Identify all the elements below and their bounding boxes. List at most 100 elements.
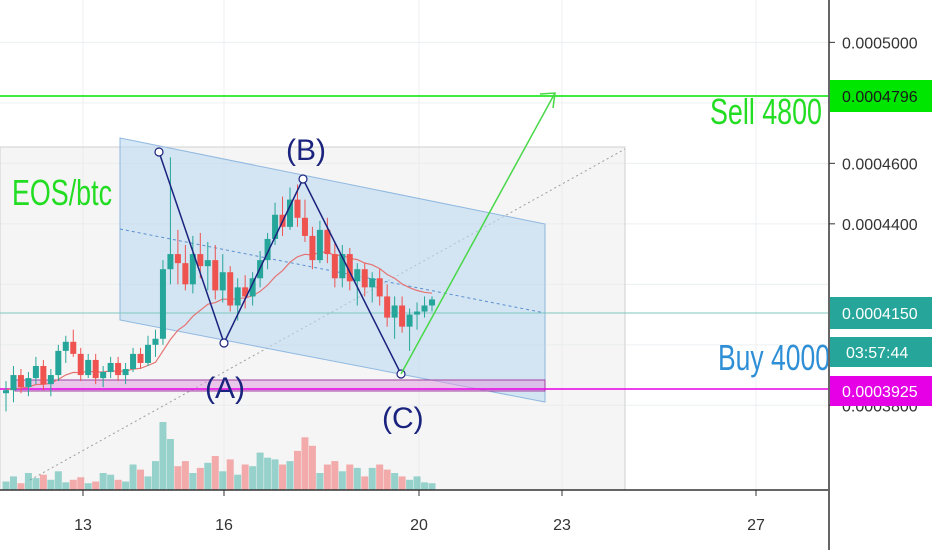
candle	[25, 372, 32, 397]
price-tick-label: 0.0004600	[842, 156, 918, 173]
candle	[249, 272, 256, 306]
volume-bar	[189, 473, 197, 490]
candle	[32, 356, 39, 385]
candle	[55, 344, 62, 382]
price-tick-label: 0.0005000	[842, 35, 918, 52]
current-price-tag-bg	[830, 297, 932, 329]
volume-bar	[144, 476, 152, 490]
candle-body	[249, 278, 256, 297]
candle	[174, 229, 181, 285]
volume-bar	[413, 476, 421, 490]
time-tick-label: 23	[553, 517, 571, 534]
candle	[346, 248, 353, 291]
candle	[369, 272, 376, 303]
current-price-tag: 0.0004150	[830, 297, 932, 329]
candle-body	[92, 359, 99, 379]
volume-bar	[383, 469, 391, 490]
candle-body	[324, 229, 331, 255]
volume-bar	[211, 456, 219, 490]
projection-arrow-head	[539, 92, 556, 109]
candle	[204, 241, 211, 291]
candle-body	[204, 260, 211, 267]
volume-bar	[219, 471, 227, 490]
candle-body	[137, 353, 144, 363]
candle	[182, 245, 189, 291]
candle-body	[339, 254, 346, 279]
candle-body	[159, 269, 166, 339]
volume-bar	[114, 479, 122, 490]
volume-bar	[32, 478, 40, 490]
volume-bar	[249, 466, 257, 490]
time-axis-bg	[0, 490, 828, 550]
wave-point	[154, 147, 164, 157]
candle-body	[287, 199, 293, 227]
candle-body	[227, 272, 234, 306]
volume-bar	[159, 422, 167, 490]
wave-label-c: (C)	[382, 402, 424, 435]
candle-body	[107, 362, 114, 373]
volume-bar	[391, 473, 399, 490]
volume-bar	[54, 471, 62, 490]
sell-price-tag-text: 0.0004796	[842, 89, 918, 106]
candle	[242, 275, 249, 309]
candle	[159, 260, 166, 345]
volume-bar	[256, 452, 264, 490]
candle	[376, 269, 383, 306]
volume-bar	[234, 474, 242, 490]
candle	[429, 296, 435, 312]
candle-body	[152, 338, 159, 345]
candle	[421, 296, 428, 318]
volume-bar	[62, 482, 70, 490]
candle	[100, 365, 107, 388]
volume-bar	[279, 464, 287, 490]
candle	[309, 226, 316, 270]
candle-body	[40, 365, 47, 385]
volume-bars	[2, 422, 436, 490]
price-tick-label: 0.0004400	[842, 217, 918, 234]
candle-body	[354, 269, 361, 282]
candle-body	[47, 375, 54, 385]
candles	[3, 157, 435, 412]
volume-bar	[301, 437, 309, 490]
candle-body	[429, 299, 435, 306]
volume-bar	[331, 461, 339, 490]
volume-bar	[174, 466, 182, 490]
candle-body	[406, 314, 413, 327]
wave-label-a: (A)	[205, 372, 245, 405]
time-tick-label: 16	[215, 517, 233, 534]
candle-body	[294, 199, 301, 218]
candle	[77, 347, 84, 382]
volume-bar	[421, 482, 429, 490]
candle	[316, 220, 323, 264]
candle	[287, 187, 293, 230]
candle	[62, 335, 69, 363]
candle	[122, 362, 129, 385]
volume-bar	[166, 439, 174, 490]
candle-body	[331, 254, 338, 279]
candle-body	[17, 375, 24, 388]
buy-label: Buy 4000	[718, 337, 830, 378]
candle-body	[174, 254, 181, 264]
candle-body	[301, 217, 308, 236]
volume-bar	[361, 476, 369, 490]
sell-price-tag-bg	[830, 80, 932, 112]
candle	[391, 296, 398, 339]
volume-bar	[398, 476, 406, 490]
countdown-tag-bg	[830, 337, 932, 367]
candle	[406, 308, 413, 351]
volume-bar	[69, 479, 77, 490]
wave-line	[158, 151, 402, 375]
candle	[107, 356, 114, 379]
projection-arrow-line	[400, 92, 556, 375]
candle-body	[55, 350, 62, 376]
candle	[17, 369, 24, 394]
candle	[47, 369, 54, 397]
wave-point	[298, 174, 308, 184]
sell-label: Sell 4800	[710, 91, 822, 132]
candle-body	[421, 305, 428, 312]
volume-bar	[181, 461, 189, 490]
candle-body	[25, 378, 32, 388]
candle	[167, 157, 174, 285]
candle-body	[77, 353, 84, 376]
candle	[384, 284, 391, 327]
